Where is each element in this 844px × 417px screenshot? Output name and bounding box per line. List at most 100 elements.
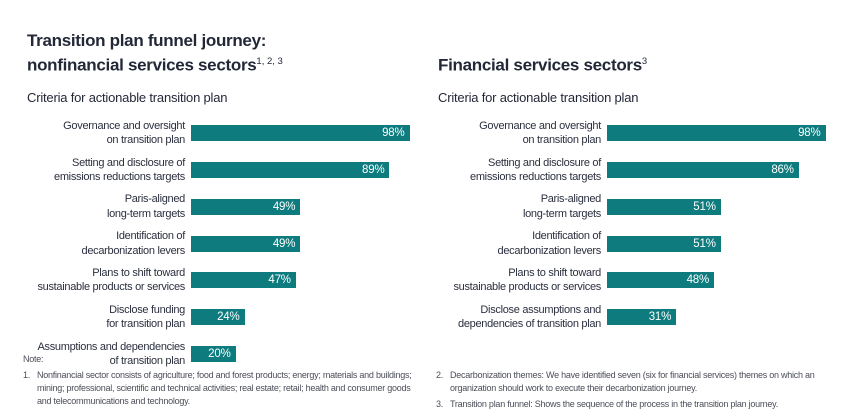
bar: 31%	[607, 309, 677, 326]
footnotes-right: 2. Decarbonization themes: We have identi…	[436, 369, 830, 414]
bar-value-label: 51%	[693, 200, 716, 213]
chart-row: Identification of decarbonization levers 4…	[20, 225, 422, 262]
bar-value-label: 86%	[771, 164, 794, 177]
bar-value-label: 24%	[217, 311, 240, 324]
note-number: 1.	[23, 370, 31, 380]
bar-value-label: 20%	[208, 348, 231, 361]
bar-category-label: Disclose assumptions and dependencies of …	[436, 303, 601, 332]
bar-track: 98%	[191, 125, 422, 142]
bar-category-label-line: emissions reductions targets	[54, 171, 185, 184]
note-list: 1. Nonfinancial sector consists of agricu…	[23, 369, 415, 408]
bar: 49%	[191, 198, 301, 215]
bar-track: 49%	[191, 198, 422, 215]
bar-value-label: 49%	[272, 200, 296, 213]
bar: 49%	[191, 235, 301, 252]
bar-value-label: 47%	[268, 274, 291, 287]
bar-track: 86%	[607, 162, 830, 179]
note-header: Note:	[23, 354, 44, 364]
bar-category-label-line: of transition plan	[109, 355, 186, 368]
note-item: 1. Nonfinancial sector consists of agricu…	[23, 369, 415, 408]
bar-category-label: Governance and oversight on transition pl…	[436, 119, 601, 148]
bar-category-label-line: on transition plan	[522, 134, 602, 147]
bar-category-label-line: sustainable products or services	[453, 281, 601, 294]
note-item: 2. Decarbonization themes: We have identi…	[436, 369, 830, 395]
bar-track: 31%	[607, 309, 830, 326]
bar-category-label-line: sustainable products or services	[37, 281, 185, 294]
bar-category-label-line: Setting and disclosure of	[488, 156, 601, 169]
bar-chart-nonfinancial: Governance and oversight on transition pl…	[20, 115, 422, 373]
note-number: 3.	[436, 399, 444, 409]
bar: 98%	[191, 125, 410, 142]
bar-track: 49%	[191, 235, 422, 252]
title-footnote-superscript: 1, 2, 3	[256, 56, 283, 68]
bar-value-label: 49%	[272, 237, 296, 250]
bar-category-label: Assumptions and dependencies of transitio…	[20, 340, 185, 369]
bar-category-label: Plans to shift toward sustainable product…	[20, 266, 185, 295]
bar-category-label: Paris-aligned long-term targets	[436, 192, 601, 221]
bar-category-label-line: Identification of	[116, 230, 185, 243]
bar: 24%	[191, 309, 245, 326]
bar-category-label-line: Governance and oversight	[479, 119, 601, 132]
bar-category-label: Identification of decarbonization levers	[20, 229, 186, 258]
chart-row: Governance and oversight on transition pl…	[436, 115, 830, 152]
chart-row: Paris-aligned long-term targets 49%	[20, 188, 422, 225]
chart-row: Setting and disclosure of emissions reduc…	[20, 152, 422, 189]
footnotes-left: Note: 1. Nonfinancial sector consists of …	[23, 353, 415, 411]
title-line: nonfinancial services sectors	[27, 55, 257, 75]
bar-category-label-line: Paris-aligned	[540, 193, 602, 206]
bar-category-label-line: Setting and disclosure of	[72, 156, 185, 169]
bar-category-label: Disclose funding for transition plan	[20, 303, 185, 332]
note-text: Transition plan funnel: Shows the sequen…	[450, 399, 778, 409]
bar-category-label-line: dependencies of transition plan	[458, 318, 601, 331]
chart-row: Disclose assumptions and dependencies of …	[436, 299, 830, 336]
chart-row: Paris-aligned long-term targets 51%	[436, 188, 830, 225]
bar: 47%	[191, 272, 296, 289]
chart-title-nonfinancial: Transition plan funnel journey: nonfinanc…	[27, 30, 422, 76]
bar: 89%	[191, 162, 390, 179]
bar: 51%	[607, 235, 721, 252]
bar-category-label: Setting and disclosure of emissions reduc…	[436, 156, 601, 185]
bar-track: 98%	[607, 125, 830, 142]
bar-category-label-line: Disclose funding	[109, 303, 185, 316]
bar: 48%	[607, 272, 715, 289]
note-text: Nonfinancial sector consists of agricult…	[37, 370, 412, 406]
bar-track: 24%	[191, 309, 422, 326]
bar-category-label-line: decarbonization levers	[81, 244, 186, 257]
bar-track: 89%	[191, 162, 422, 179]
bar-category-label-line: Plans to shift toward	[508, 266, 601, 279]
note-item: 3. Transition plan funnel: Shows the sequ…	[436, 398, 830, 411]
bar-category-label-line: decarbonization levers	[497, 244, 602, 257]
bar-category-label: Setting and disclosure of emissions reduc…	[20, 156, 185, 185]
bar-track: 20%	[191, 346, 422, 363]
bar-value-label: 51%	[693, 237, 716, 250]
bar-category-label-line: Assumptions and dependencies	[37, 340, 185, 353]
bar-track: 47%	[191, 272, 422, 289]
chart-row: Disclose funding for transition plan 24%	[20, 299, 422, 336]
note-list: 2. Decarbonization themes: We have identi…	[436, 369, 830, 411]
chart-title-financial: Financial services sectors3	[438, 30, 830, 76]
title-line: Transition plan funnel journey:	[27, 31, 267, 51]
note-text: Decarbonization themes: We have identifi…	[450, 370, 815, 393]
chart-subtitle: Criteria for actionable transition plan	[438, 89, 639, 105]
bar-category-label: Governance and oversight on transition pl…	[20, 119, 185, 148]
bar-value-label: 31%	[648, 311, 672, 324]
bar: 51%	[607, 198, 721, 215]
bar-track: 48%	[607, 272, 830, 289]
chart-panel-financial: Financial services sectors3 Criteria for…	[436, 16, 830, 417]
title-line: Financial services sectors	[438, 55, 642, 75]
bar-category-label-line: emissions reductions targets	[470, 171, 601, 184]
bar-category-label-line: on transition plan	[106, 134, 186, 147]
bar: 98%	[607, 125, 826, 142]
bar-category-label-line: Disclose assumptions and	[480, 303, 601, 316]
bar: 20%	[191, 346, 236, 363]
bar-value-label: 98%	[798, 127, 821, 140]
bar-chart-financial: Governance and oversight on transition pl…	[436, 115, 830, 336]
chart-row: Plans to shift toward sustainable product…	[20, 262, 422, 299]
chart-row: Setting and disclosure of emissions reduc…	[436, 152, 830, 189]
bar-category-label: Identification of decarbonization levers	[436, 229, 602, 258]
chart-row: Identification of decarbonization levers 5…	[436, 225, 830, 262]
bar-value-label: 48%	[686, 274, 710, 287]
bar-value-label: 98%	[382, 127, 405, 140]
bar-category-label-line: Plans to shift toward	[92, 266, 185, 279]
chart-row: Plans to shift toward sustainable product…	[436, 262, 830, 299]
